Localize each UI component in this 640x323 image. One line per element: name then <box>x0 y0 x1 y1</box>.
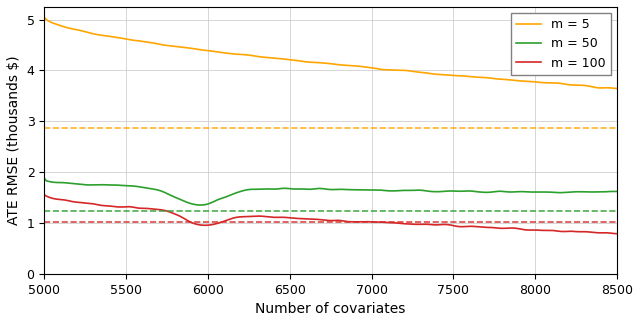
m = 100 <box>613 232 621 236</box>
m = 5 <box>589 85 596 89</box>
m = 50 <box>380 188 388 192</box>
m = 5 <box>605 86 612 90</box>
m = 100 <box>346 220 353 224</box>
Line: m = 5: m = 5 <box>44 17 617 89</box>
m = 50 <box>40 176 48 180</box>
m = 50 <box>613 190 621 193</box>
m = 100 <box>40 193 48 197</box>
m = 50 <box>196 203 204 207</box>
m = 5 <box>378 68 386 71</box>
m = 5 <box>613 87 621 90</box>
m = 50 <box>193 203 201 207</box>
Line: m = 50: m = 50 <box>44 178 617 205</box>
Legend: m = 5, m = 50, m = 100: m = 5, m = 50, m = 100 <box>511 13 611 75</box>
m = 50 <box>590 190 598 194</box>
m = 100 <box>605 231 612 235</box>
X-axis label: Number of covariates: Number of covariates <box>255 302 406 316</box>
Y-axis label: ATE RMSE (thousands $): ATE RMSE (thousands $) <box>7 56 21 225</box>
m = 100 <box>589 230 596 234</box>
m = 100 <box>378 220 386 224</box>
m = 5 <box>346 64 353 68</box>
m = 5 <box>305 60 312 64</box>
Line: m = 100: m = 100 <box>44 195 617 234</box>
m = 50 <box>348 188 355 192</box>
m = 100 <box>193 222 201 226</box>
m = 5 <box>40 15 48 19</box>
m = 5 <box>193 47 201 51</box>
m = 100 <box>305 217 312 221</box>
m = 50 <box>307 187 314 191</box>
m = 50 <box>607 190 614 193</box>
